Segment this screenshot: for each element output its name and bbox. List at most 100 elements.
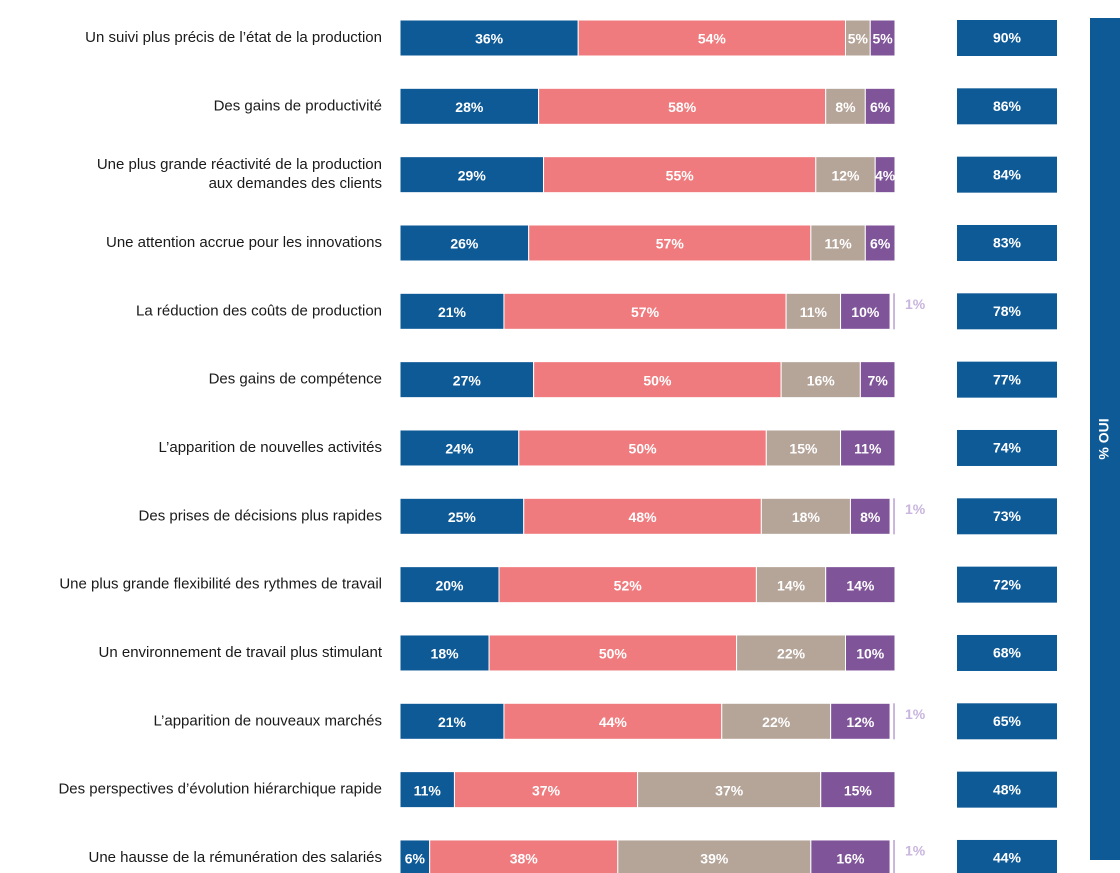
value-label: 12% (831, 167, 860, 183)
bar-segment (538, 87, 827, 125)
value-label: 37% (715, 782, 744, 798)
value-label: 21% (438, 714, 467, 730)
bar-segment (840, 429, 896, 467)
value-label: 29% (458, 167, 487, 183)
bar-segment (399, 292, 505, 330)
bar-segment (543, 156, 817, 194)
bar-segment (399, 634, 490, 672)
bar-segment (760, 497, 851, 535)
value-label: 14% (846, 577, 875, 593)
bar-segment (859, 361, 896, 399)
bar-segment (864, 87, 896, 125)
bar-segment (399, 497, 525, 535)
total-box (957, 703, 1057, 740)
value-label: 11% (414, 782, 442, 798)
total-box (957, 293, 1057, 330)
value-label: 57% (631, 304, 660, 320)
bar-segment (399, 156, 545, 194)
bar-segment (849, 497, 891, 535)
value-label: 4% (875, 167, 896, 183)
bar-segment (893, 293, 895, 330)
value-label: 39% (700, 851, 729, 867)
value-label: 54% (698, 31, 727, 47)
bar-segment (399, 702, 505, 740)
value-label: 18% (792, 509, 821, 525)
total-label: 48% (993, 781, 1022, 797)
value-label: 38% (510, 851, 539, 867)
category-label: Une plus grande flexibilité des rythmes … (59, 576, 382, 593)
value-label: 10% (856, 646, 885, 662)
value-label: 52% (614, 577, 643, 593)
bar-segment (830, 702, 891, 740)
total-label: 44% (993, 850, 1022, 866)
bar-segment (864, 224, 896, 262)
category-label: Une hausse de la rémunération des salari… (88, 849, 382, 866)
value-label: 36% (475, 31, 504, 47)
value-label: 27% (453, 372, 482, 388)
total-box (957, 839, 1057, 873)
total-box (957, 429, 1057, 466)
value-label: 21% (438, 304, 467, 320)
category-label: La réduction des coûts de production (136, 302, 382, 319)
bar-segment (785, 292, 842, 330)
totals-header: % OUI (1090, 18, 1120, 860)
value-label: 24% (445, 441, 474, 457)
value-label: 28% (455, 99, 484, 115)
value-label: 50% (629, 441, 658, 457)
total-label: 90% (993, 30, 1022, 46)
value-label: 48% (629, 509, 658, 525)
value-label: 8% (835, 99, 856, 115)
bar-segment (503, 702, 723, 740)
bar-segment (399, 429, 520, 467)
bar-segment (498, 566, 757, 604)
bar-segment (820, 771, 896, 809)
category-label: Un suivi plus précis de l’état de la pro… (85, 29, 382, 46)
total-label: 65% (993, 713, 1022, 729)
totals-title: % OUI (1096, 418, 1112, 459)
value-label: 10% (851, 304, 880, 320)
bar-segment (815, 156, 876, 194)
value-label: 11% (800, 304, 828, 320)
value-label: 50% (599, 646, 628, 662)
bar-segment (399, 361, 535, 399)
value-label: 15% (844, 782, 873, 798)
bar-segment (825, 566, 896, 604)
bar-segment (399, 19, 579, 57)
bar-segment (755, 566, 827, 604)
bar-segment (810, 224, 866, 262)
bar-segment (399, 87, 540, 125)
bar-segment (869, 19, 896, 57)
value-label: 6% (870, 236, 891, 252)
value-label: 22% (762, 714, 791, 730)
value-label: 50% (643, 372, 672, 388)
total-box (957, 498, 1057, 535)
category-label: Un environnement de travail plus stimula… (99, 644, 383, 661)
value-label: 11% (854, 441, 882, 457)
bar-segment (533, 361, 782, 399)
value-label: 25% (448, 509, 477, 525)
category-label: Des perspectives d’évolution hiérarchiqu… (58, 781, 382, 798)
value-label: 1% (905, 843, 926, 859)
value-label: 1% (905, 706, 926, 722)
bar-segment (765, 429, 842, 467)
bar-segment (577, 19, 846, 57)
total-label: 86% (993, 98, 1022, 114)
total-label: 78% (993, 303, 1022, 319)
bar-segment (825, 87, 866, 125)
total-label: 72% (993, 576, 1022, 592)
bar-segment (399, 839, 431, 873)
category-label: Des gains de productivité (214, 97, 382, 114)
value-label: 5% (848, 31, 869, 47)
category-label: Une plus grande réactivité de la product… (97, 156, 382, 192)
value-label: 44% (599, 714, 628, 730)
value-label: 14% (777, 577, 806, 593)
total-label: 83% (993, 235, 1022, 251)
totals-header-bar (1090, 18, 1120, 860)
bar-segment (453, 771, 639, 809)
bar-segment (893, 703, 895, 740)
bar-segment (893, 498, 895, 535)
value-label: 16% (807, 372, 836, 388)
bar-segment (874, 156, 896, 194)
category-label: L’apparition de nouvelles activités (159, 439, 382, 456)
